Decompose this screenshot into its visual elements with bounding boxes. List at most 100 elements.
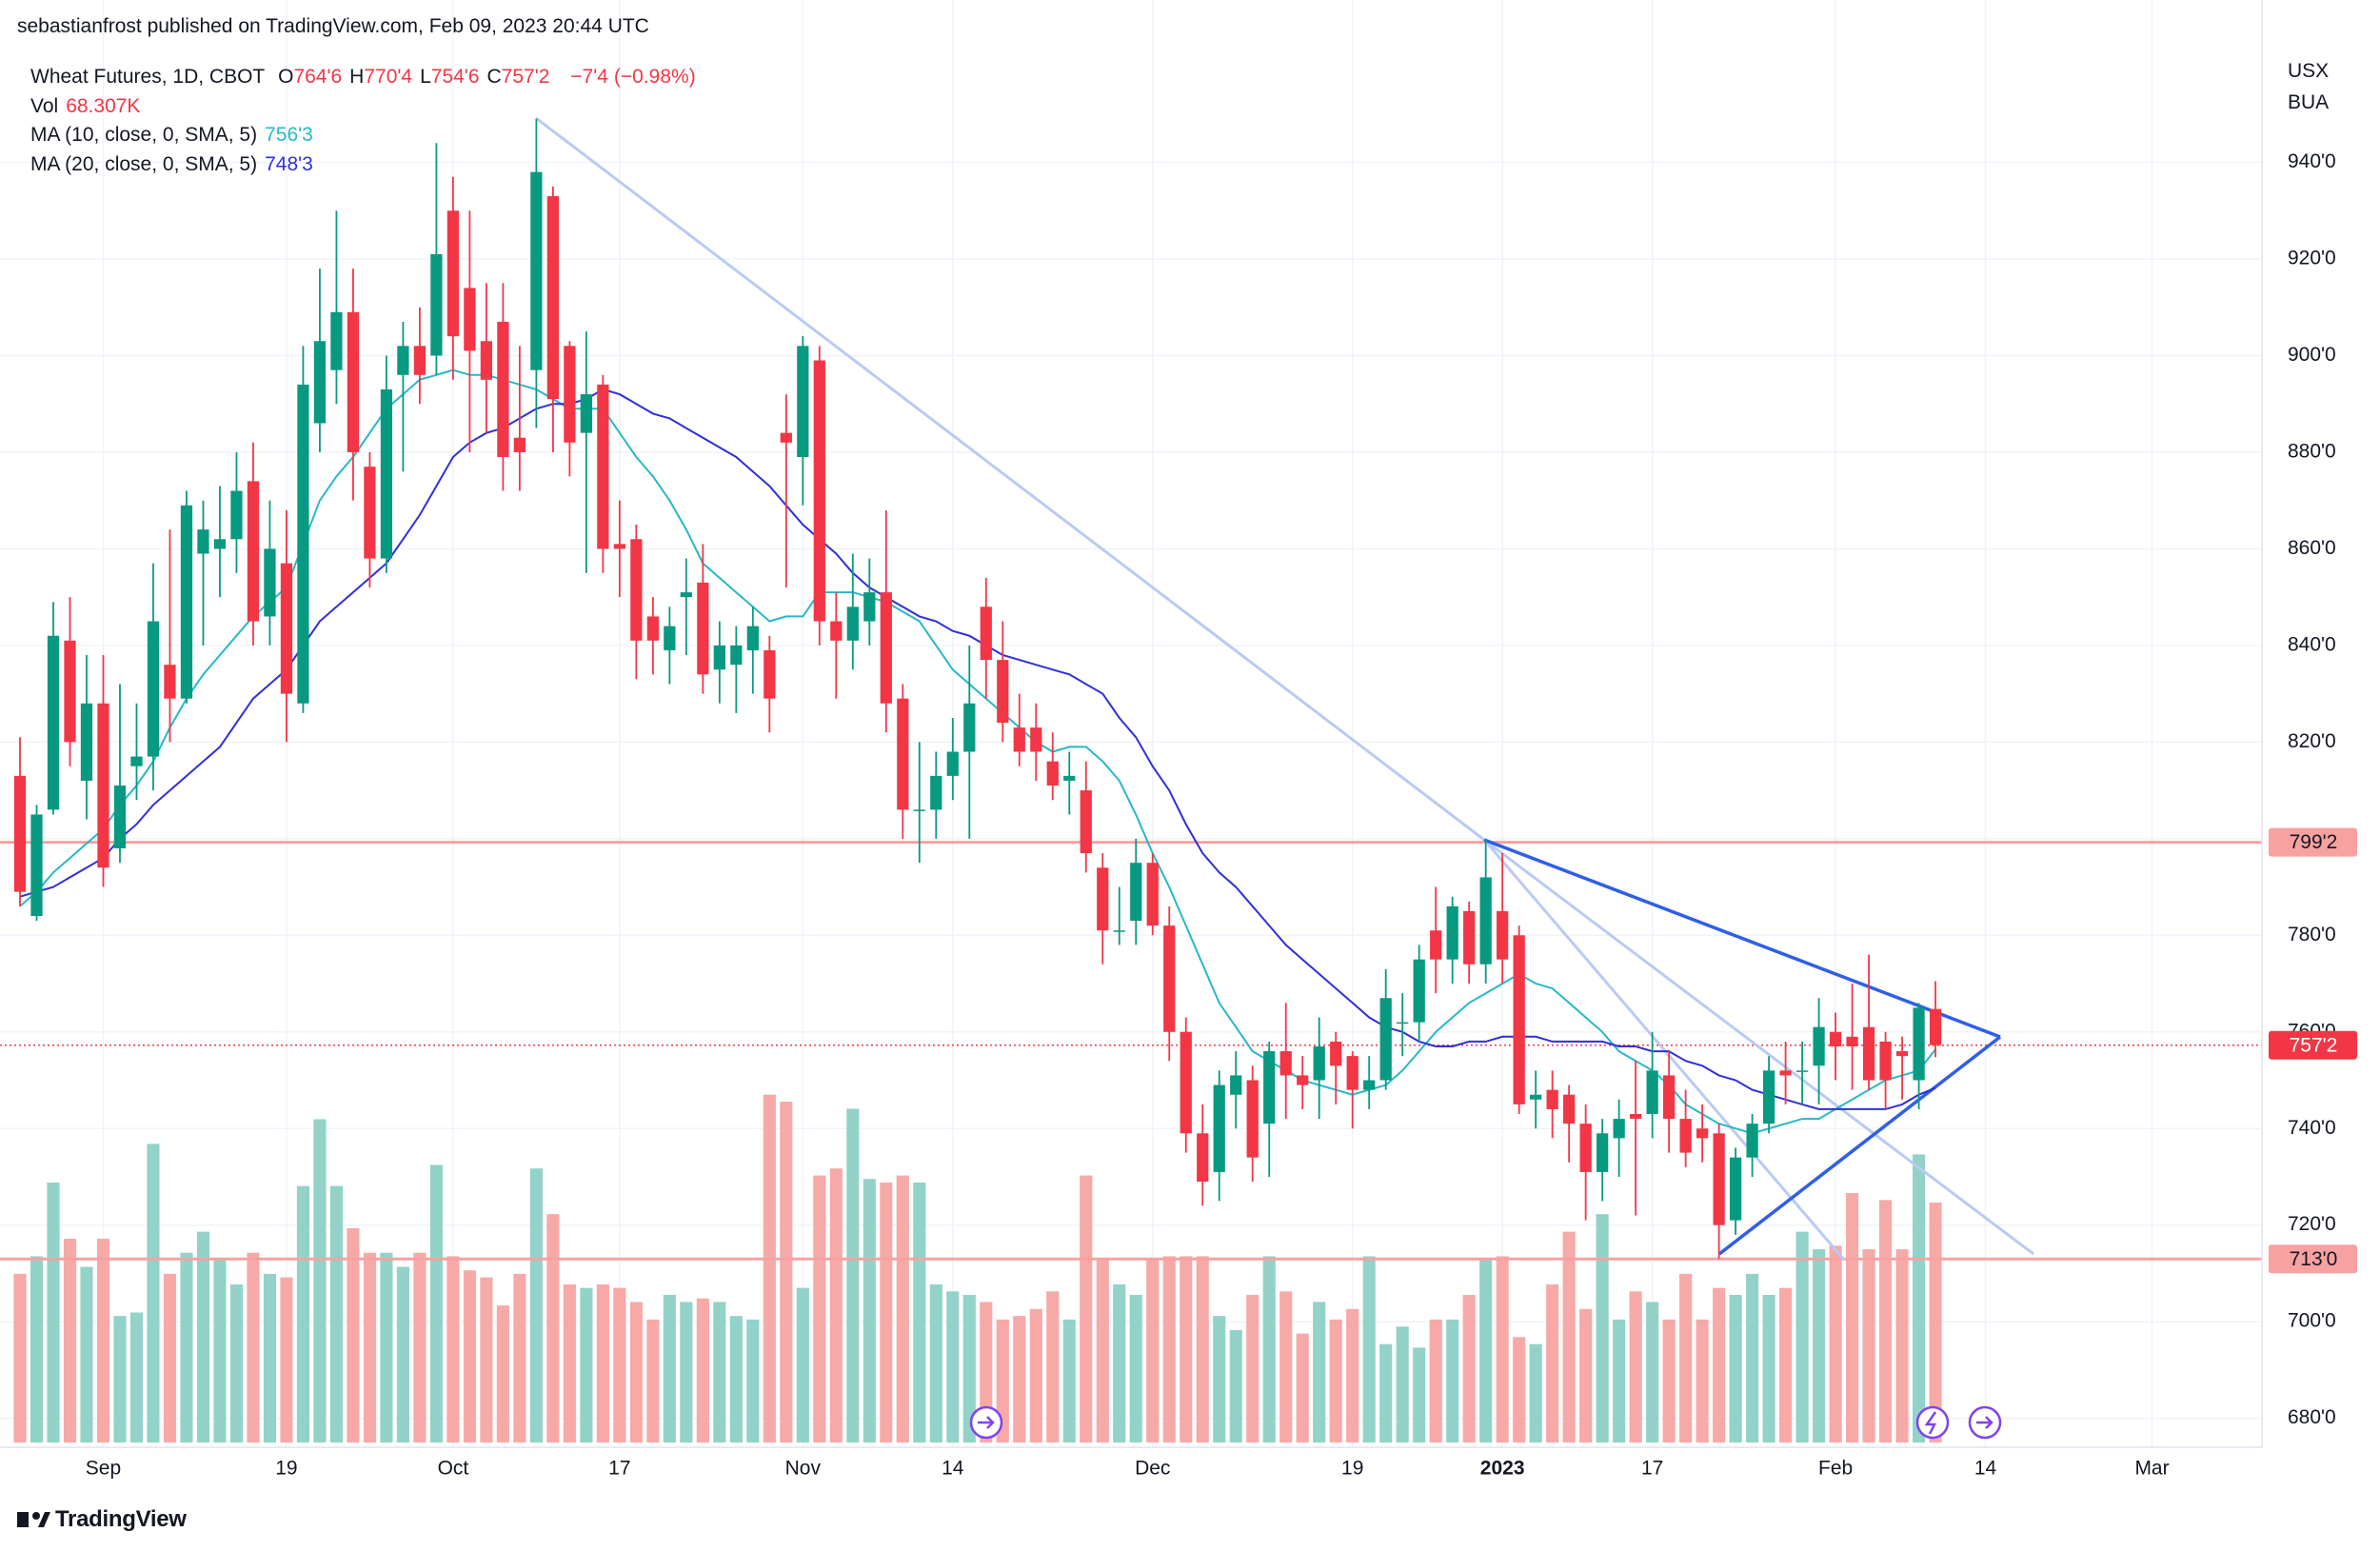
- candle-body: [1113, 930, 1125, 932]
- y-tick-label: 740'0: [2288, 1117, 2336, 1139]
- candle-body: [1363, 1080, 1376, 1090]
- candle-body: [1263, 1051, 1276, 1124]
- candle-body: [1663, 1075, 1676, 1120]
- candle-body: [1230, 1075, 1242, 1095]
- volume-bar: [1246, 1295, 1259, 1443]
- candle-body: [430, 253, 443, 356]
- volume-bar: [546, 1214, 560, 1443]
- candle-body: [1279, 1051, 1292, 1076]
- event-icon: [1915, 1405, 1950, 1440]
- candle-body: [1180, 1031, 1192, 1134]
- candle-body: [413, 346, 426, 375]
- candle-body: [680, 592, 692, 598]
- volume-bar: [1379, 1343, 1393, 1443]
- volume-bar: [646, 1319, 660, 1443]
- volume-bar: [1546, 1283, 1559, 1443]
- candle-body: [1563, 1094, 1576, 1124]
- candle-body: [1080, 790, 1092, 854]
- candle-body: [530, 171, 543, 370]
- volume-bar: [1396, 1326, 1409, 1443]
- volume-bar: [429, 1164, 443, 1443]
- ohlc-key: O: [278, 66, 294, 88]
- ohlc-value: 754'6: [430, 66, 480, 88]
- volume-bar: [846, 1108, 860, 1443]
- candle-body: [546, 196, 560, 400]
- candle-body: [780, 432, 792, 443]
- volume-bar: [780, 1102, 793, 1443]
- volume-bar: [513, 1273, 526, 1443]
- volume-bar: [1629, 1291, 1642, 1443]
- last-price-label: 757'2: [2290, 1034, 2338, 1056]
- volume-bar: [129, 1312, 144, 1443]
- candle-body: [1813, 1026, 1825, 1066]
- x-tick-label: 17: [1641, 1458, 1663, 1480]
- volume-bar: [180, 1252, 193, 1443]
- volume-value: 68.307K: [66, 94, 141, 117]
- candle-body: [1597, 1133, 1609, 1172]
- candle-body: [1097, 867, 1109, 931]
- candle-body: [564, 346, 576, 443]
- candle-body: [1479, 877, 1492, 965]
- ma-line: [19, 368, 1936, 1135]
- candle-body: [64, 640, 76, 743]
- unit: BUA: [2288, 91, 2330, 113]
- volume-bar: [1929, 1202, 1942, 1443]
- volume-bar: [1262, 1256, 1276, 1443]
- candle-body: [830, 621, 843, 641]
- legend: Wheat Futures, 1D, CBOT O764'6 H770'4 L754…: [30, 63, 704, 179]
- volume-bar: [696, 1298, 709, 1443]
- ohlc-key: C: [486, 66, 502, 88]
- level-label-box: [2269, 1244, 2357, 1274]
- change: −7'4: [570, 66, 608, 88]
- candle-body: [1679, 1119, 1692, 1153]
- candle-body: [664, 626, 676, 650]
- legend-row: MA (20, close, 0, SMA, 5) 748'3: [30, 150, 704, 180]
- ma-name: MA (20, close, 0, SMA, 5): [30, 152, 258, 175]
- candle-body: [797, 346, 809, 458]
- candle-body: [1630, 1114, 1642, 1120]
- candle-body: [913, 809, 925, 811]
- candle-body: [1463, 910, 1476, 965]
- volume-bar: [1329, 1319, 1342, 1443]
- symbol: Wheat Futures, 1D, CBOT: [30, 66, 266, 88]
- candle-body: [464, 288, 476, 351]
- candle-body: [646, 616, 659, 641]
- volume-bar: [1096, 1260, 1109, 1443]
- volume-bar: [563, 1283, 576, 1443]
- volume-bar: [1196, 1256, 1209, 1443]
- volume-bar: [347, 1227, 360, 1443]
- ohlc-value: 770'4: [364, 66, 413, 88]
- candle-body: [247, 481, 260, 622]
- volume-bar: [47, 1182, 60, 1443]
- candle-body: [1130, 863, 1142, 922]
- volume-bar: [229, 1283, 244, 1443]
- volume-bar: [196, 1231, 210, 1443]
- x-tick-label: Oct: [438, 1458, 469, 1480]
- y-tick-label: 840'0: [2288, 633, 2336, 655]
- candle-body: [997, 660, 1009, 724]
- logo-part: [38, 1512, 50, 1527]
- published-line: sebastianfrost published on TradingView.…: [17, 15, 649, 37]
- volume-bar: [913, 1182, 926, 1443]
- x-tick-label: 19: [275, 1458, 297, 1480]
- x-tick-label: Feb: [1818, 1458, 1853, 1480]
- candle-body: [1313, 1045, 1325, 1081]
- candle-body: [1197, 1133, 1209, 1183]
- candle-body: [397, 346, 409, 375]
- volume-bar: [1062, 1319, 1076, 1443]
- y-tick-label: 940'0: [2288, 150, 2336, 172]
- candle-body: [1063, 775, 1076, 781]
- volume-bar: [1862, 1249, 1875, 1443]
- logo-part: [32, 1512, 40, 1520]
- candle-body: [1030, 727, 1042, 752]
- ma-value: 756'3: [265, 124, 313, 146]
- volume-bar: [113, 1316, 127, 1443]
- volume-bar: [1013, 1316, 1026, 1443]
- volume-bar: [596, 1283, 609, 1443]
- grid: [0, 0, 2262, 1447]
- volume-bar: [946, 1291, 960, 1443]
- unit: USX: [2288, 60, 2330, 82]
- volume-bar: [763, 1094, 776, 1443]
- event-arrow: [1976, 1416, 1993, 1429]
